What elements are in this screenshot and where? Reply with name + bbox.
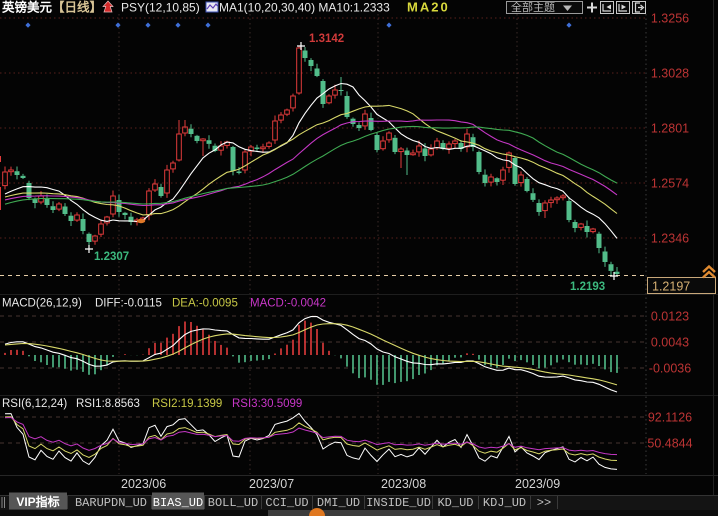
svg-text:1.3142: 1.3142 — [309, 33, 344, 45]
svg-text:2023/07: 2023/07 — [249, 477, 294, 491]
svg-text:INSIDE_UD: INSIDE_UD — [366, 496, 431, 510]
svg-text:2023/08: 2023/08 — [381, 477, 426, 491]
svg-text:DMI_UD: DMI_UD — [317, 496, 360, 510]
svg-text:RSI2:19.1399: RSI2:19.1399 — [152, 398, 222, 410]
svg-text:1.2346: 1.2346 — [651, 232, 689, 246]
svg-text:MA1(10,20,30,40) MA10:1.2333: MA1(10,20,30,40) MA10:1.2333 — [219, 1, 390, 15]
svg-text:1.2307: 1.2307 — [94, 251, 129, 263]
svg-text:VIP指标: VIP指标 — [16, 494, 59, 509]
svg-text:0.0043: 0.0043 — [651, 336, 689, 350]
svg-text:1.3028: 1.3028 — [651, 67, 689, 81]
svg-text:1.3256: 1.3256 — [651, 12, 689, 26]
svg-text:1.2193: 1.2193 — [570, 281, 605, 293]
svg-text:1.2197: 1.2197 — [652, 280, 690, 294]
svg-text:全部主题: 全部主题 — [511, 0, 555, 14]
svg-text:MACD:-0.0042: MACD:-0.0042 — [250, 298, 326, 310]
svg-text:50.4844: 50.4844 — [647, 437, 692, 451]
svg-text:BARUPDN_UD: BARUPDN_UD — [75, 496, 147, 510]
svg-text:DEA:-0.0095: DEA:-0.0095 — [172, 298, 238, 310]
svg-text:BOLL_UD: BOLL_UD — [208, 496, 258, 510]
svg-text:92.1126: 92.1126 — [648, 411, 692, 425]
svg-text:DIFF:-0.0115: DIFF:-0.0115 — [95, 298, 162, 310]
svg-text:1.2801: 1.2801 — [651, 122, 689, 136]
svg-text:BIAS_UD: BIAS_UD — [153, 496, 203, 510]
svg-text:PSY(12,10,85): PSY(12,10,85) — [121, 1, 200, 15]
svg-text:-0.0036: -0.0036 — [649, 362, 691, 376]
svg-text:RSI3:30.5099: RSI3:30.5099 — [232, 398, 302, 410]
svg-text:0.0123: 0.0123 — [651, 310, 689, 324]
svg-text:1.2574: 1.2574 — [651, 177, 689, 191]
svg-text:MA20: MA20 — [407, 0, 450, 15]
svg-text:RSI1:8.8563: RSI1:8.8563 — [76, 398, 140, 410]
svg-text:2023/09: 2023/09 — [515, 477, 560, 491]
svg-text:2023/06: 2023/06 — [121, 477, 166, 491]
svg-text:RSI(6,12,24): RSI(6,12,24) — [2, 398, 67, 410]
svg-text:KDJ_UD: KDJ_UD — [483, 496, 526, 510]
svg-text:英镑美元【日线】: 英镑美元【日线】 — [2, 0, 102, 15]
svg-text:KD_UD: KD_UD — [437, 496, 473, 510]
svg-text:>>: >> — [537, 496, 551, 510]
svg-text:MACD(26,12,9): MACD(26,12,9) — [2, 298, 82, 310]
svg-text:CCI_UD: CCI_UD — [265, 496, 308, 510]
